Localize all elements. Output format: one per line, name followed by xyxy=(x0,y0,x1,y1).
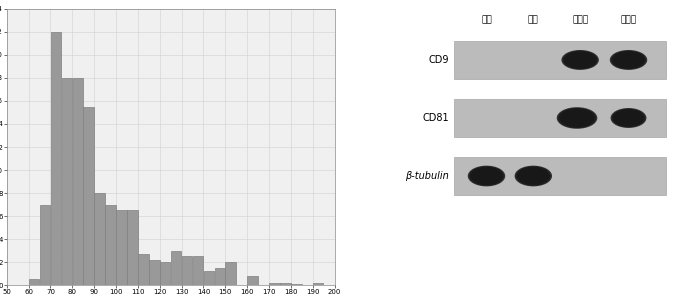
Bar xyxy=(160,262,170,285)
Bar xyxy=(116,210,127,285)
Ellipse shape xyxy=(562,50,599,70)
Ellipse shape xyxy=(570,54,591,66)
Ellipse shape xyxy=(618,54,639,66)
Bar xyxy=(182,256,192,285)
Bar xyxy=(73,78,83,285)
Ellipse shape xyxy=(567,53,593,67)
Ellipse shape xyxy=(563,51,598,69)
Ellipse shape xyxy=(614,110,642,126)
Text: CD9: CD9 xyxy=(428,55,449,65)
Ellipse shape xyxy=(475,169,498,183)
Bar xyxy=(313,283,323,285)
Ellipse shape xyxy=(523,170,544,182)
Bar xyxy=(215,268,225,285)
Ellipse shape xyxy=(477,171,496,181)
Ellipse shape xyxy=(619,113,638,123)
Ellipse shape xyxy=(566,112,589,124)
Ellipse shape xyxy=(559,109,594,127)
Ellipse shape xyxy=(617,112,640,124)
Bar xyxy=(138,254,149,285)
Bar xyxy=(127,210,138,285)
Text: β-tubulin: β-tubulin xyxy=(405,171,449,181)
Ellipse shape xyxy=(520,169,547,183)
Ellipse shape xyxy=(568,54,592,66)
Bar xyxy=(269,283,280,285)
Ellipse shape xyxy=(616,111,642,125)
Ellipse shape xyxy=(476,170,497,182)
Ellipse shape xyxy=(561,109,593,126)
Ellipse shape xyxy=(516,166,551,186)
Ellipse shape xyxy=(557,107,598,129)
Bar xyxy=(171,250,181,285)
Ellipse shape xyxy=(619,55,638,65)
Ellipse shape xyxy=(612,109,645,127)
Ellipse shape xyxy=(611,51,646,69)
Ellipse shape xyxy=(567,113,587,123)
Bar xyxy=(454,99,666,137)
Ellipse shape xyxy=(472,168,501,184)
Ellipse shape xyxy=(613,109,644,126)
Ellipse shape xyxy=(610,108,646,128)
Ellipse shape xyxy=(614,52,643,68)
Bar xyxy=(62,78,72,285)
Text: CD81: CD81 xyxy=(422,113,449,123)
Text: 外泌体: 外泌体 xyxy=(572,16,588,25)
Ellipse shape xyxy=(515,166,552,186)
Text: 细胞: 细胞 xyxy=(528,16,538,25)
Ellipse shape xyxy=(517,167,549,185)
Ellipse shape xyxy=(562,110,591,126)
Bar xyxy=(204,271,214,285)
Ellipse shape xyxy=(571,55,589,65)
Bar xyxy=(291,284,301,285)
Ellipse shape xyxy=(519,168,548,184)
Ellipse shape xyxy=(566,52,595,68)
Ellipse shape xyxy=(524,171,543,181)
Ellipse shape xyxy=(619,112,639,124)
Ellipse shape xyxy=(469,166,504,186)
Bar xyxy=(149,260,160,285)
Ellipse shape xyxy=(564,111,590,125)
Text: 细胞: 细胞 xyxy=(481,16,492,25)
Ellipse shape xyxy=(471,167,502,185)
Bar xyxy=(105,205,116,285)
Bar xyxy=(280,283,291,285)
Ellipse shape xyxy=(564,51,596,69)
Ellipse shape xyxy=(473,169,500,183)
Bar xyxy=(40,205,50,285)
Bar xyxy=(94,193,105,285)
Ellipse shape xyxy=(468,166,505,186)
Bar xyxy=(51,32,61,285)
Bar xyxy=(454,41,666,78)
Ellipse shape xyxy=(612,51,644,69)
Ellipse shape xyxy=(521,169,545,183)
Ellipse shape xyxy=(558,108,596,128)
Bar xyxy=(29,279,39,285)
Bar xyxy=(193,256,203,285)
Ellipse shape xyxy=(610,50,647,70)
Bar xyxy=(84,107,94,285)
Ellipse shape xyxy=(615,53,642,67)
Text: 外泌体: 外泌体 xyxy=(621,16,637,25)
Bar xyxy=(247,276,258,285)
Ellipse shape xyxy=(617,54,640,66)
Bar xyxy=(454,157,666,195)
Bar xyxy=(225,262,236,285)
